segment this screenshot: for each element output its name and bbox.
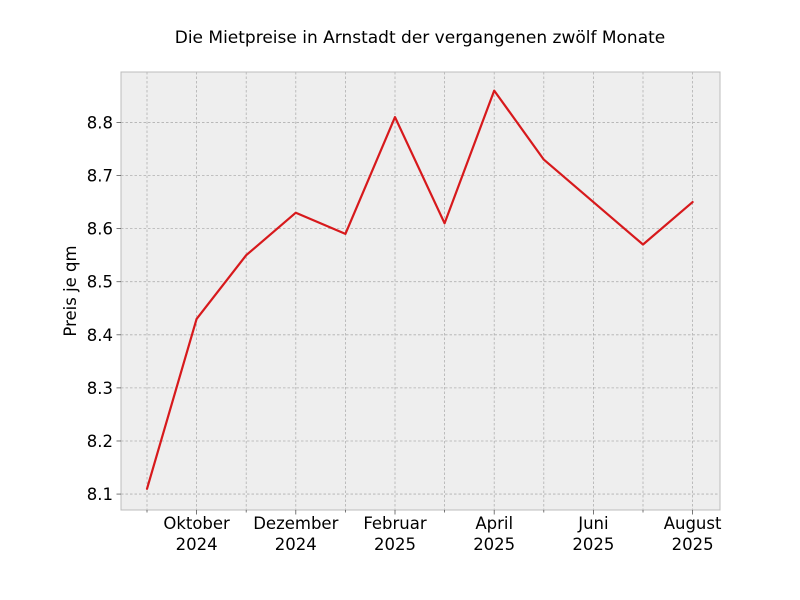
- x-tick-label: 2024: [275, 535, 317, 554]
- x-tick-label: Dezember: [253, 514, 338, 533]
- x-tick-label: August: [664, 514, 722, 533]
- x-tick-label: 2024: [176, 535, 218, 554]
- y-axis-label: Preis je qm: [61, 245, 80, 336]
- y-tick-label: 8.8: [87, 113, 113, 132]
- y-tick-label: 8.5: [87, 273, 113, 292]
- x-tick-label: 2025: [672, 535, 714, 554]
- chart-title: Die Mietpreise in Arnstadt der vergangen…: [175, 28, 666, 48]
- x-tick-label: 2025: [374, 535, 416, 554]
- x-tick-label: Juni: [577, 514, 608, 533]
- x-tick-label: Februar: [363, 514, 427, 533]
- y-tick-label: 8.4: [87, 326, 113, 345]
- x-tick-label: Oktober: [163, 514, 230, 533]
- series-line: [145, 89, 694, 490]
- y-tick-label: 8.1: [87, 485, 113, 504]
- x-tick-label: April: [475, 514, 513, 533]
- y-axis-tick-labels: 8.1 8.2 8.3 8.4 8.5 8.6 8.7 8.8: [87, 113, 113, 504]
- y-tick-label: 8.3: [87, 379, 113, 398]
- x-axis-tick-labels: Oktober 2024 Dezember 2024 Februar 2025 April 2…: [163, 514, 722, 554]
- y-tick-label: 8.7: [87, 167, 113, 186]
- y-tick-label: 8.6: [87, 220, 113, 239]
- y-tick-label: 8.2: [87, 432, 113, 451]
- axis-ticks: [116, 122, 693, 515]
- plot-frame: [120, 71, 721, 511]
- x-tick-label: 2025: [572, 535, 614, 554]
- plot-area: [121, 72, 720, 510]
- grid-lines: [121, 72, 720, 510]
- x-tick-label: 2025: [473, 535, 515, 554]
- series-group: [145, 89, 694, 490]
